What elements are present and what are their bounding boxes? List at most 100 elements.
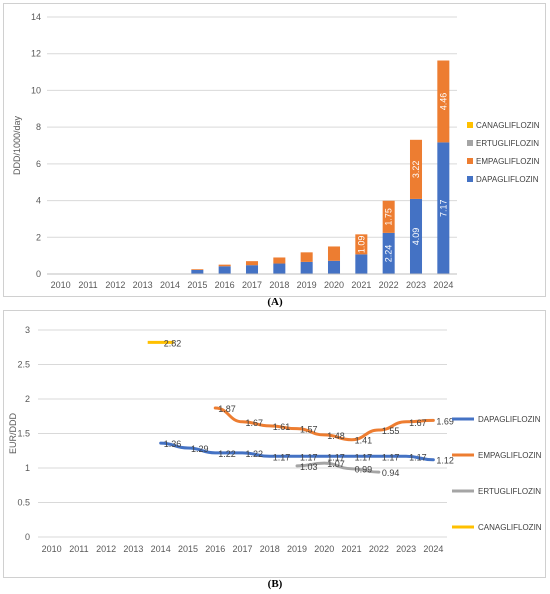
bar-empagliflozin — [327, 246, 341, 261]
x-tick-label: 2016 — [205, 544, 225, 554]
x-tick-label: 2013 — [123, 544, 143, 554]
x-tick-label: 2019 — [297, 280, 317, 290]
data-label: 1.17 — [382, 452, 400, 462]
data-label: 1.03 — [300, 462, 318, 472]
legend-label-empagliflozin: EMPAGLIFLOZIN — [476, 157, 540, 166]
data-label: 1.12 — [436, 456, 454, 466]
bar-dapagliflozin — [245, 265, 259, 274]
x-tick-label: 2020 — [324, 280, 344, 290]
data-label: 3.22 — [411, 161, 421, 179]
y-tick-label: 8 — [36, 122, 41, 132]
data-label: 1.61 — [273, 422, 291, 432]
data-label: 1.36 — [164, 439, 182, 449]
legend-swatch-empagliflozin — [467, 158, 473, 164]
caption-a: (A) — [267, 296, 283, 308]
x-tick-label: 2023 — [396, 544, 416, 554]
data-label: 2.82 — [164, 338, 182, 348]
y-tick-label: 3 — [25, 325, 30, 335]
data-label: 1.17 — [327, 452, 345, 462]
x-tick-label: 2014 — [160, 280, 180, 290]
y-tick-label: 0 — [36, 269, 41, 279]
y-tick-label: 0 — [25, 532, 30, 542]
y-tick-label: 0.5 — [17, 498, 30, 508]
data-label: 1.57 — [300, 425, 318, 435]
bar-dapagliflozin — [191, 269, 204, 274]
data-label: 1.17 — [409, 452, 427, 462]
x-tick-label: 2011 — [78, 280, 97, 290]
data-label: 7.17 — [438, 199, 448, 217]
bar-dapagliflozin — [300, 261, 313, 274]
x-tick-label: 2017 — [232, 544, 252, 554]
x-tick-label: 2018 — [269, 280, 289, 290]
y-axis-label: EUR/DDD — [8, 413, 18, 455]
x-tick-label: 2018 — [260, 544, 280, 554]
x-tick-label: 2010 — [42, 544, 62, 554]
data-label: 1.48 — [327, 431, 345, 441]
data-label: 1.29 — [191, 444, 209, 454]
data-label: 1.07 — [327, 459, 345, 469]
x-tick-label: 2022 — [369, 544, 389, 554]
legend-label-canagliflozin: CANAGLIFLOZIN — [478, 523, 542, 532]
series-line-empagliflozin — [213, 406, 435, 442]
legend-label-ertugliflozin: ERTUGLIFLOZIN — [478, 487, 541, 496]
legend-swatch-dapagliflozin — [467, 176, 473, 182]
bar-empagliflozin — [273, 257, 286, 264]
y-tick-label: 2.5 — [17, 360, 30, 370]
bar-dapagliflozin — [437, 142, 450, 274]
bar-dapagliflozin — [218, 266, 231, 274]
x-tick-label: 2015 — [178, 544, 198, 554]
data-label: 1.67 — [409, 418, 427, 428]
x-tick-label: 2011 — [69, 544, 88, 554]
legend-label-empagliflozin: EMPAGLIFLOZIN — [478, 451, 542, 460]
line-chart: 0 0.5 1 1.5 2 2.5 3 EUR/DDD 2010 2011 2012 2013 2014… — [8, 325, 542, 554]
x-tick-label: 2013 — [133, 280, 153, 290]
bar-empagliflozin — [245, 261, 259, 266]
data-label: 2.24 — [384, 245, 394, 263]
x-tick-label: 2024 — [433, 280, 453, 290]
data-label: 1.22 — [218, 449, 236, 459]
data-label: 4.09 — [411, 228, 421, 246]
y-tick-label: 1.5 — [17, 429, 30, 439]
chart-panel-b: 0 0.5 1 1.5 2 2.5 3 EUR/DDD 2010 2011 2012 2013 2014… — [3, 310, 546, 578]
data-label: 1.09 — [356, 236, 366, 254]
y-tick-label: 12 — [31, 49, 41, 59]
y-tick-label: 10 — [31, 85, 41, 95]
series-line-dapagliflozin — [159, 441, 435, 462]
x-tick-label: 2022 — [379, 280, 399, 290]
x-tick-label: 2023 — [406, 280, 426, 290]
series-line-ertugliflozin — [295, 461, 381, 474]
x-tick-label: 2016 — [215, 280, 235, 290]
data-label: 1.69 — [436, 416, 454, 426]
bar-dapagliflozin — [409, 198, 423, 274]
data-label: 1.75 — [384, 208, 394, 226]
data-label: 1.41 — [355, 436, 373, 446]
y-tick-label: 14 — [31, 12, 41, 22]
legend-label-canagliflozin: CANAGLIFLOZIN — [476, 121, 540, 130]
y-axis-label: DDD/1000/day — [12, 115, 22, 175]
x-tick-label: 2021 — [342, 544, 362, 554]
bar-empagliflozin — [191, 269, 204, 270]
legend-swatch-canagliflozin — [467, 122, 473, 128]
y-tick-label: 4 — [36, 196, 41, 206]
legend-label-dapagliflozin: DAPAGLIFLOZIN — [478, 415, 541, 424]
data-label: 1.17 — [355, 452, 373, 462]
bar-empagliflozin — [355, 234, 368, 255]
bar-dapagliflozin — [273, 263, 286, 274]
x-tick-label: 2010 — [51, 280, 71, 290]
bar-dapagliflozin — [327, 260, 341, 274]
y-tick-label: 2 — [36, 232, 41, 242]
legend-swatch-ertugliflozin — [467, 140, 473, 146]
x-tick-label: 2024 — [423, 544, 443, 554]
x-tick-label: 2020 — [314, 544, 334, 554]
bar-empagliflozin — [437, 60, 450, 143]
data-label: 1.17 — [273, 452, 291, 462]
legend-label-dapagliflozin: DAPAGLIFLOZIN — [476, 175, 539, 184]
x-tick-label: 2021 — [351, 280, 371, 290]
y-tick-label: 1 — [25, 463, 30, 473]
bar-dapagliflozin — [355, 254, 368, 274]
data-label: 1.55 — [382, 426, 400, 436]
data-label: 1.67 — [246, 418, 264, 428]
x-tick-label: 2012 — [105, 280, 125, 290]
y-tick-label: 6 — [36, 159, 41, 169]
x-tick-label: 2012 — [96, 544, 116, 554]
